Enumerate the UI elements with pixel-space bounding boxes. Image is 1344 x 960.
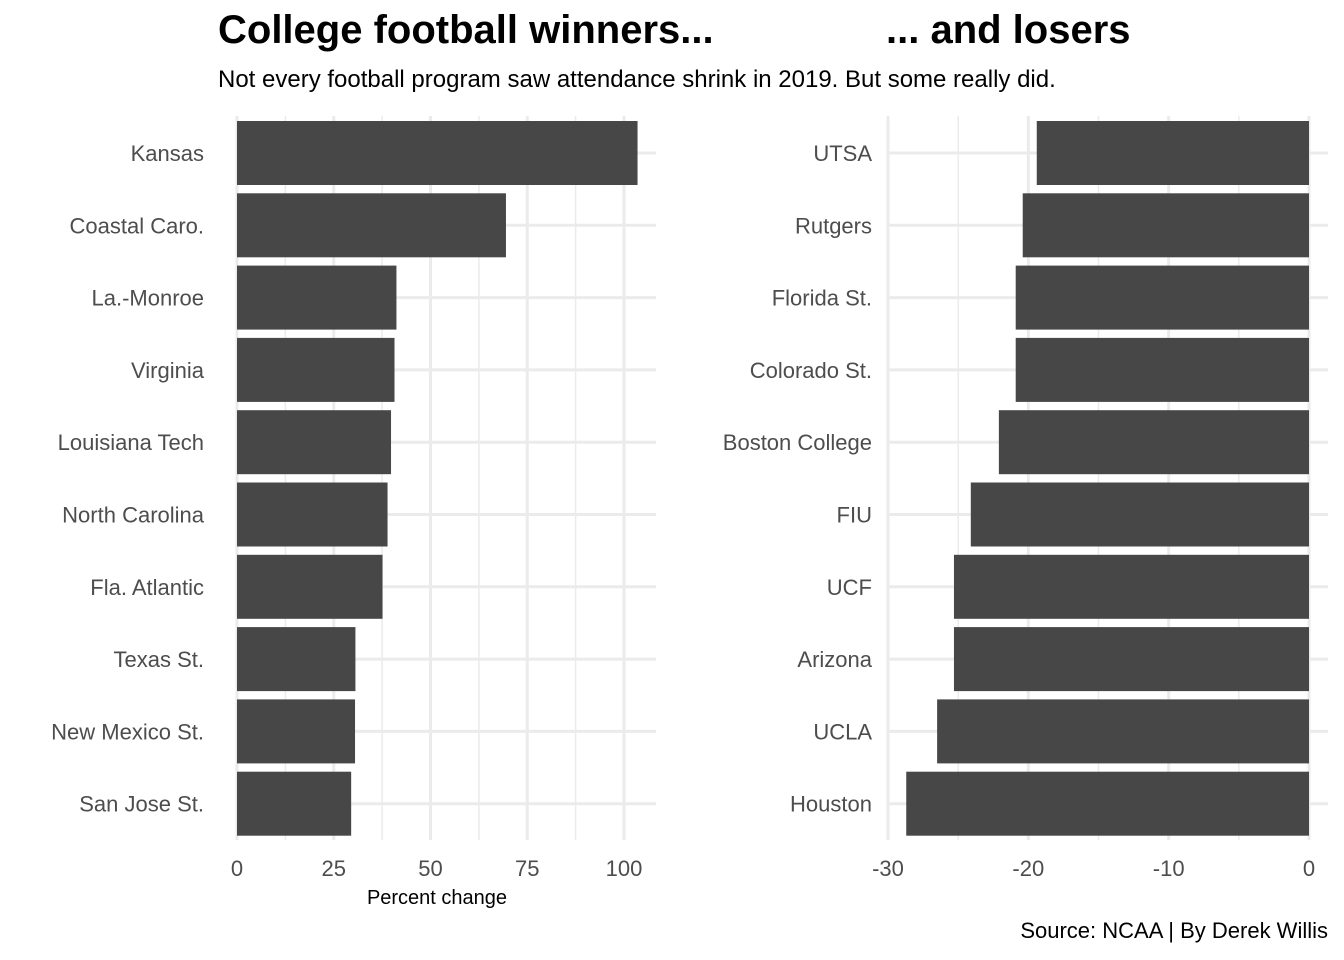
winners-category-label: Virginia — [131, 358, 205, 383]
losers-bar-florida-st — [1015, 265, 1309, 330]
losers-bar-utsa — [1036, 121, 1309, 185]
winners-bar-texas-st — [237, 627, 356, 692]
winners-bar-virginia — [237, 337, 395, 402]
winners-bar-san-jose-st — [237, 771, 352, 836]
losers-category-label: Arizona — [797, 647, 872, 672]
winners-x-tick-label: 75 — [515, 856, 539, 881]
panel-winners: 0 25 50 75 100 Kansas Coastal Caro. La.-Monroe V… — [51, 116, 656, 909]
losers-bar-fiu — [970, 482, 1309, 547]
winners-bar-north-carolina — [237, 482, 388, 547]
losers-bar-ucla — [937, 699, 1309, 764]
winners-category-label: North Carolina — [62, 503, 205, 528]
winners-bar-la-monroe — [237, 265, 397, 330]
losers-category-label: Colorado St. — [750, 358, 872, 383]
losers-category-label: Florida St. — [772, 286, 872, 311]
losers-category-label: FIU — [837, 503, 872, 528]
losers-category-label: Houston — [790, 792, 872, 817]
losers-x-tick-label: -30 — [872, 856, 904, 881]
losers-category-label: Boston College — [723, 430, 872, 455]
losers-x-tick-label: -10 — [1153, 856, 1185, 881]
winners-bar-fla-atlantic — [237, 554, 383, 619]
winners-category-label: Texas St. — [114, 647, 204, 672]
winners-x-axis-label: Percent change — [367, 887, 507, 909]
losers-category-label: UCF — [827, 575, 872, 600]
winners-category-label: La.-Monroe — [91, 286, 204, 311]
chart-title-right: ... and losers — [886, 8, 1131, 52]
losers-bar-colorado-st — [1015, 337, 1309, 402]
winners-category-label: Fla. Atlantic — [90, 575, 204, 600]
losers-category-label: UCLA — [813, 719, 872, 744]
losers-category-label: Rutgers — [795, 213, 872, 238]
winners-bar-louisiana-tech — [237, 410, 392, 475]
losers-bar-boston-college — [998, 410, 1309, 475]
losers-bar-arizona — [953, 627, 1309, 692]
chart-subtitle: Not every football program saw attendanc… — [218, 66, 1056, 93]
winners-category-label: New Mexico St. — [51, 719, 204, 744]
winners-category-label: San Jose St. — [79, 792, 204, 817]
winners-x-tick-label: 100 — [606, 856, 643, 881]
losers-x-tick-label: -20 — [1012, 856, 1044, 881]
losers-bar-ucf — [953, 554, 1309, 619]
chart-caption: Source: NCAA | By Derek Willis — [1020, 918, 1328, 943]
losers-bar-houston — [906, 771, 1309, 836]
winners-x-tick-label: 0 — [231, 856, 243, 881]
winners-category-label: Coastal Caro. — [69, 213, 204, 238]
winners-category-label: Kansas — [131, 141, 204, 166]
winners-x-tick-label: 25 — [322, 856, 346, 881]
panel-losers: -30 -20 -10 0 UTSA Rutgers Florida St. Colorado… — [723, 116, 1328, 881]
winners-bar-new-mexico-st — [237, 699, 356, 764]
winners-category-label: Louisiana Tech — [58, 430, 204, 455]
winners-bar-kansas — [237, 121, 638, 185]
winners-x-tick-label: 50 — [418, 856, 442, 881]
losers-category-label: UTSA — [813, 141, 872, 166]
losers-x-tick-label: 0 — [1303, 856, 1315, 881]
winners-bar-coastal-caro — [237, 193, 506, 258]
losers-bar-rutgers — [1022, 193, 1309, 258]
chart-title-left: College football winners... — [218, 8, 714, 52]
